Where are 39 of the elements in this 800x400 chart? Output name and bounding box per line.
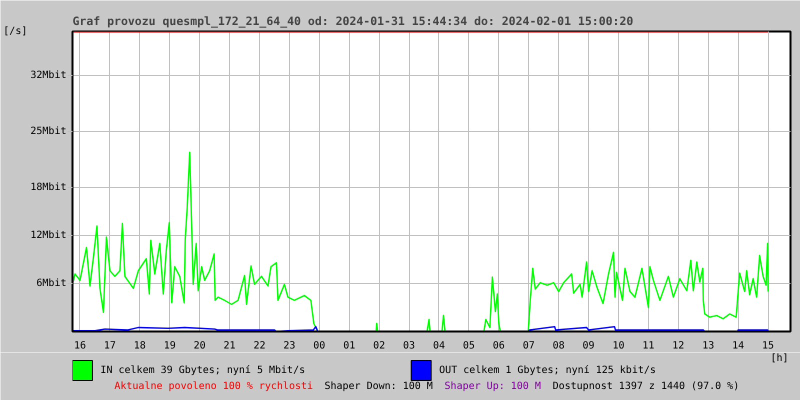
x-tick-label: 20 <box>194 340 206 352</box>
text: Dostupnost 1397 z 1440 (97.0 %) <box>552 381 740 392</box>
x-tick-label: 11 <box>642 340 654 352</box>
text: Shaper Up: 100 M <box>444 381 541 392</box>
x-tick-label: 23 <box>283 340 296 352</box>
x-tick-label: 21 <box>224 340 236 352</box>
x-tick-label: 12 <box>672 340 684 352</box>
x-tick-label: 22 <box>253 340 266 352</box>
y-tick-label: 18Mbit <box>30 182 66 193</box>
x-tick-label: 03 <box>403 340 416 352</box>
x-tick-label: 10 <box>612 340 625 352</box>
x-tick-label: 15 <box>762 340 774 352</box>
y-tick-label: 6Mbit <box>36 278 67 289</box>
x-tick-label: 08 <box>552 340 565 352</box>
x-tick-label: 18 <box>134 340 146 352</box>
legend-label: IN celkem 39 Gbytes; nyní 5 Mbit/s <box>100 365 306 376</box>
x-tick-label: 14 <box>732 340 744 352</box>
x-axis-title: [h] <box>770 353 789 364</box>
y-tick-label: 12Mbit <box>30 230 66 241</box>
x-tick-label: 00 <box>313 340 326 352</box>
text: Shaper Down: 100 M <box>324 381 433 392</box>
legend-label: OUT celkem 1 Gbytes; nyní 125 kbit/s <box>439 365 656 376</box>
line-series <box>72 152 769 332</box>
x-tick-label: 19 <box>164 340 176 352</box>
x-tick-label: 02 <box>373 340 386 352</box>
x-tick-label: 16 <box>74 340 86 352</box>
x-tick-label: 01 <box>343 340 356 352</box>
x-tick-label: 06 <box>492 340 505 352</box>
x-tick-label: 07 <box>522 340 535 352</box>
x-tick-label: 04 <box>432 340 446 352</box>
x-tick-label: 17 <box>104 340 116 352</box>
y-tick-label: 25Mbit <box>30 126 66 137</box>
chart-title: Graf provozu quesmpl_172_21_64_40 od: 2024-01-31 15:44:34 do: 2024-02-01 15:00:20 <box>72 14 634 28</box>
x-tick-label: 13 <box>702 340 714 352</box>
text: Aktualne povoleno 100 % rychlosti <box>114 381 314 392</box>
y-axis-title: [/s] <box>3 26 28 37</box>
x-tick-label: 09 <box>582 340 595 352</box>
x-tick-label: 05 <box>462 340 475 352</box>
y-tick-label: 32Mbit <box>30 70 66 81</box>
